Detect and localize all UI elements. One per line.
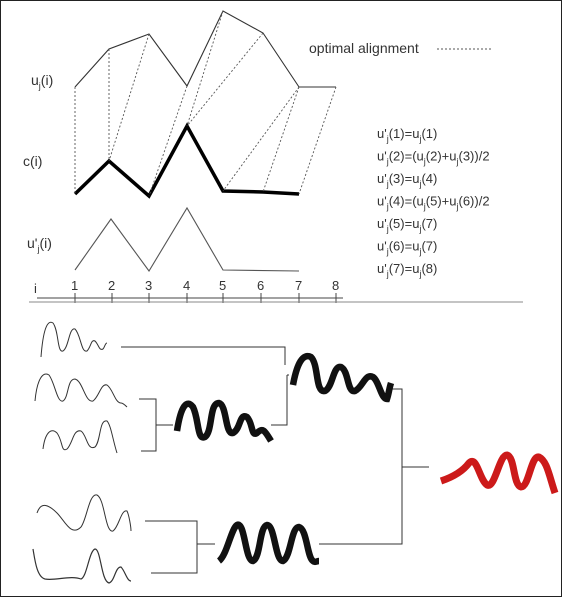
final-average-waveform bbox=[439, 451, 559, 495]
axis-tick-label: 2 bbox=[108, 278, 115, 293]
axis-tick-label: 7 bbox=[295, 278, 302, 293]
equation-line: u'j(6)=uj(7) bbox=[377, 239, 437, 257]
u-series-label: uj(i) bbox=[31, 72, 53, 91]
axis-tick-label: 6 bbox=[257, 278, 264, 293]
axis-tick-label: 3 bbox=[145, 278, 152, 293]
axis-tick-label: 4 bbox=[183, 278, 190, 293]
u-series-line bbox=[74, 10, 336, 88]
legend-label: optimal alignment bbox=[309, 40, 419, 56]
equation-line: u'j(4)=(uj(5)+uj(6))/2 bbox=[377, 194, 490, 212]
equations-block: u'j(1)=uj(1) u'j(2)=(uj(2)+uj(3))/2 u'j(3)… bbox=[377, 126, 490, 279]
equation-line: u'j(5)=uj(7) bbox=[377, 216, 437, 234]
uprime-series-line bbox=[74, 206, 300, 272]
c-series-label: c(i) bbox=[23, 153, 42, 169]
axis-tick-label: 8 bbox=[332, 278, 339, 293]
input-waveform-4 bbox=[36, 494, 132, 532]
average-waveform-a bbox=[173, 399, 274, 443]
input-waveform-2 bbox=[34, 373, 128, 408]
uprime-series-label: u'j(i) bbox=[27, 235, 52, 254]
equation-line: u'j(3)=uj(4) bbox=[377, 171, 437, 189]
input-waveform-1 bbox=[40, 321, 108, 358]
i-axis-ticks: 1 2 3 4 5 6 7 8 bbox=[71, 278, 339, 303]
alignment-lines bbox=[74, 10, 337, 197]
equation-line: u'j(2)=(uj(2)+uj(3))/2 bbox=[377, 149, 490, 167]
i-axis-label: i bbox=[34, 281, 37, 296]
average-waveform-c bbox=[216, 521, 320, 566]
equation-line: u'j(7)=uj(8) bbox=[377, 261, 437, 279]
input-waveform-5 bbox=[32, 548, 132, 584]
dendrogram-connectors bbox=[121, 346, 429, 574]
average-waveform-b bbox=[289, 352, 395, 403]
axis-tick-label: 5 bbox=[219, 278, 226, 293]
input-waveform-3 bbox=[42, 420, 118, 454]
axis-tick-label: 1 bbox=[71, 278, 78, 293]
equation-line: u'j(1)=uj(1) bbox=[377, 126, 437, 144]
